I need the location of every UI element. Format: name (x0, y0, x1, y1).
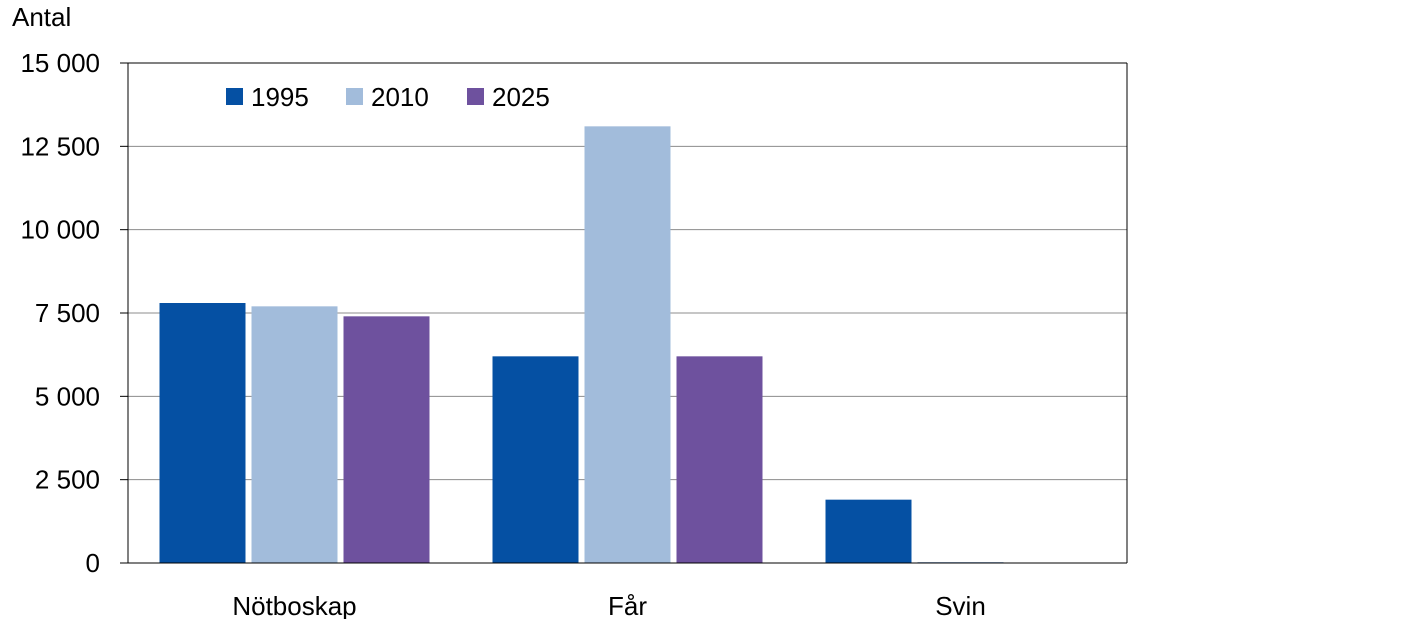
bar-1995-1 (492, 356, 579, 563)
bar-1995-2 (825, 499, 912, 563)
y-axis-label: Antal (12, 2, 71, 32)
x-category-label: Svin (935, 591, 986, 619)
y-tick-label: 0 (86, 548, 100, 578)
bars (159, 126, 1004, 563)
bar-2025-1 (676, 356, 763, 563)
bar-2025-0 (343, 316, 430, 563)
axes (120, 62, 1128, 564)
legend: 1995 2010 2025 (226, 82, 550, 112)
y-tick-label: 15 000 (20, 48, 100, 78)
y-tick-label: 5 000 (35, 381, 100, 411)
legend-label: 2025 (492, 82, 550, 112)
x-category-label: Nötboskap (232, 591, 356, 619)
legend-swatch-2025 (467, 88, 484, 105)
legend-swatch-2010 (346, 88, 363, 105)
y-tick-labels: 0 2 500 5 000 7 500 10 000 12 500 15 000 (20, 48, 100, 578)
y-tick-label: 12 500 (20, 131, 100, 161)
x-category-labels: Nötboskap Får Svin (232, 591, 985, 619)
bar-2010-1 (584, 126, 671, 563)
bar-2010-0 (251, 306, 338, 563)
legend-label: 1995 (251, 82, 309, 112)
bar-1995-0 (159, 303, 246, 563)
x-category-label: Får (608, 591, 647, 619)
legend-swatch-1995 (226, 88, 243, 105)
y-tick-label: 2 500 (35, 465, 100, 495)
y-tick-label: 7 500 (35, 298, 100, 328)
y-tick-label: 10 000 (20, 215, 100, 245)
legend-label: 2010 (371, 82, 429, 112)
